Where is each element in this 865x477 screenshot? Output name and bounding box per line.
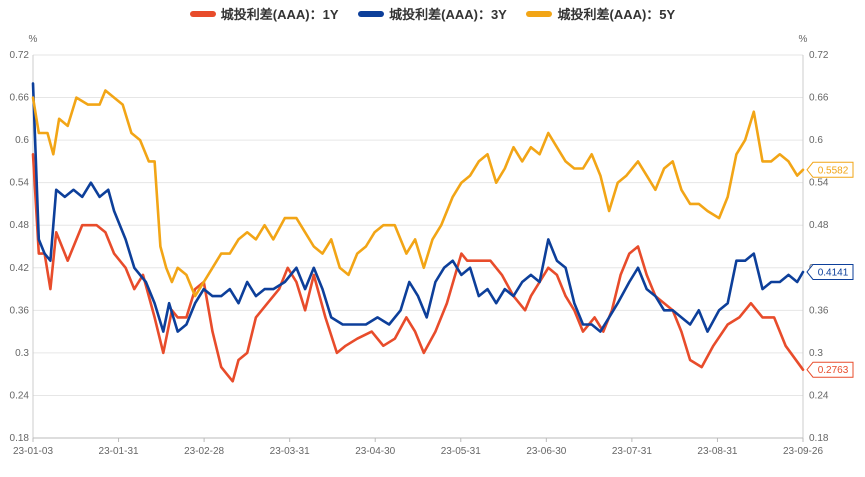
end-labels: 0.2763 0.4141 0.5582 bbox=[806, 161, 854, 378]
series-line-5y[interactable] bbox=[31, 89, 805, 298]
y-tick-left: 0.6 bbox=[15, 135, 29, 146]
x-tick-label: 23-05-31 bbox=[441, 446, 481, 457]
y-tick-right: 0.18 bbox=[809, 433, 829, 444]
series-line-3y[interactable] bbox=[31, 82, 805, 333]
y-tick-right: 0.6 bbox=[809, 135, 823, 146]
legend-label-3y: 城投利差(AAA)：3Y bbox=[389, 7, 507, 22]
y-tick-right: 0.48 bbox=[809, 220, 829, 231]
x-tick-label: 23-01-03 bbox=[13, 446, 53, 457]
y-tick-right: 0.24 bbox=[809, 390, 829, 401]
legend-swatch-1y bbox=[189, 10, 216, 17]
y-tick-left: 0.3 bbox=[15, 348, 29, 359]
x-tick-label: 23-09-26 bbox=[783, 446, 823, 457]
y-tick-right: 0.72 bbox=[809, 50, 829, 61]
axes: % % 0.72 0.72 0.66 0.66 0.6 0.6 0.54 0.54 0.48 0.… bbox=[10, 34, 829, 457]
y-tick-right: 0.3 bbox=[809, 348, 823, 359]
x-tick-label: 23-06-30 bbox=[526, 446, 566, 457]
end-label-1y: 0.2763 bbox=[806, 361, 854, 378]
y-tick-left: 0.54 bbox=[10, 178, 30, 189]
end-label-box bbox=[806, 161, 854, 178]
legend-label-1y: 城投利差(AAA)：1Y bbox=[220, 7, 339, 22]
end-label-value: 0.5582 bbox=[818, 165, 849, 176]
x-tick-label: 23-01-31 bbox=[99, 446, 139, 457]
legend-swatch-3y bbox=[358, 10, 385, 17]
x-tick-label: 23-02-28 bbox=[184, 446, 224, 457]
legend-swatch-5y bbox=[526, 10, 553, 17]
y-tick-left: 0.36 bbox=[10, 305, 30, 316]
end-label-value: 0.2763 bbox=[818, 365, 849, 376]
end-label-value: 0.4141 bbox=[818, 267, 849, 278]
series-lines bbox=[31, 82, 805, 383]
y-tick-right: 0.66 bbox=[809, 93, 829, 104]
legend-label-5y: 城投利差(AAA)：5Y bbox=[557, 7, 676, 22]
y-tick-right: 0.54 bbox=[809, 178, 829, 189]
chart-legend: 城投利差(AAA)：1Y 城投利差(AAA)：3Y 城投利差(AAA)：5Y bbox=[0, 4, 865, 23]
end-label-box bbox=[806, 263, 854, 280]
end-label-3y: 0.4141 bbox=[806, 263, 854, 280]
legend-item-5y[interactable]: 城投利差(AAA)：5Y bbox=[526, 4, 675, 23]
y-tick-right: 0.36 bbox=[809, 305, 829, 316]
y-tick-left: 0.24 bbox=[10, 390, 30, 401]
x-tick-label: 23-08-31 bbox=[697, 446, 737, 457]
end-label-box bbox=[806, 361, 854, 378]
x-tick-label: 23-03-31 bbox=[270, 446, 310, 457]
left-axis-unit: % bbox=[29, 34, 38, 45]
y-tick-left: 0.48 bbox=[10, 220, 30, 231]
right-axis-unit: % bbox=[799, 34, 808, 45]
legend-item-1y[interactable]: 城投利差(AAA)：1Y bbox=[189, 4, 339, 23]
x-tick-label: 23-07-31 bbox=[612, 446, 652, 457]
y-tick-left: 0.18 bbox=[10, 433, 30, 444]
series-line-1y[interactable] bbox=[31, 153, 805, 383]
end-label-5y: 0.5582 bbox=[806, 161, 854, 178]
y-tick-left: 0.72 bbox=[10, 50, 30, 61]
legend-item-3y[interactable]: 城投利差(AAA)：3Y bbox=[358, 4, 507, 23]
y-tick-left: 0.42 bbox=[10, 263, 30, 274]
x-tick-label: 23-04-30 bbox=[355, 446, 395, 457]
y-tick-left: 0.66 bbox=[10, 93, 30, 104]
